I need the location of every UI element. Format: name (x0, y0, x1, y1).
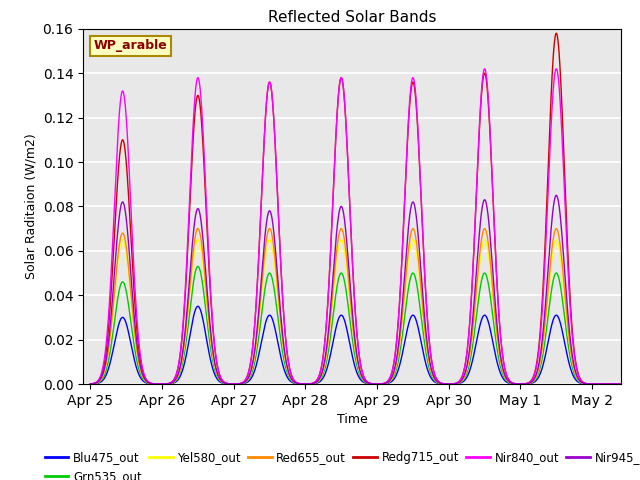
Text: WP_arable: WP_arable (94, 39, 168, 52)
Y-axis label: Solar Raditaion (W/m2): Solar Raditaion (W/m2) (24, 133, 37, 279)
Legend: Blu475_out, Grn535_out, Yel580_out, Red655_out, Redg715_out, Nir840_out, Nir945_: Blu475_out, Grn535_out, Yel580_out, Red6… (40, 447, 640, 480)
X-axis label: Time: Time (337, 413, 367, 426)
Title: Reflected Solar Bands: Reflected Solar Bands (268, 10, 436, 25)
